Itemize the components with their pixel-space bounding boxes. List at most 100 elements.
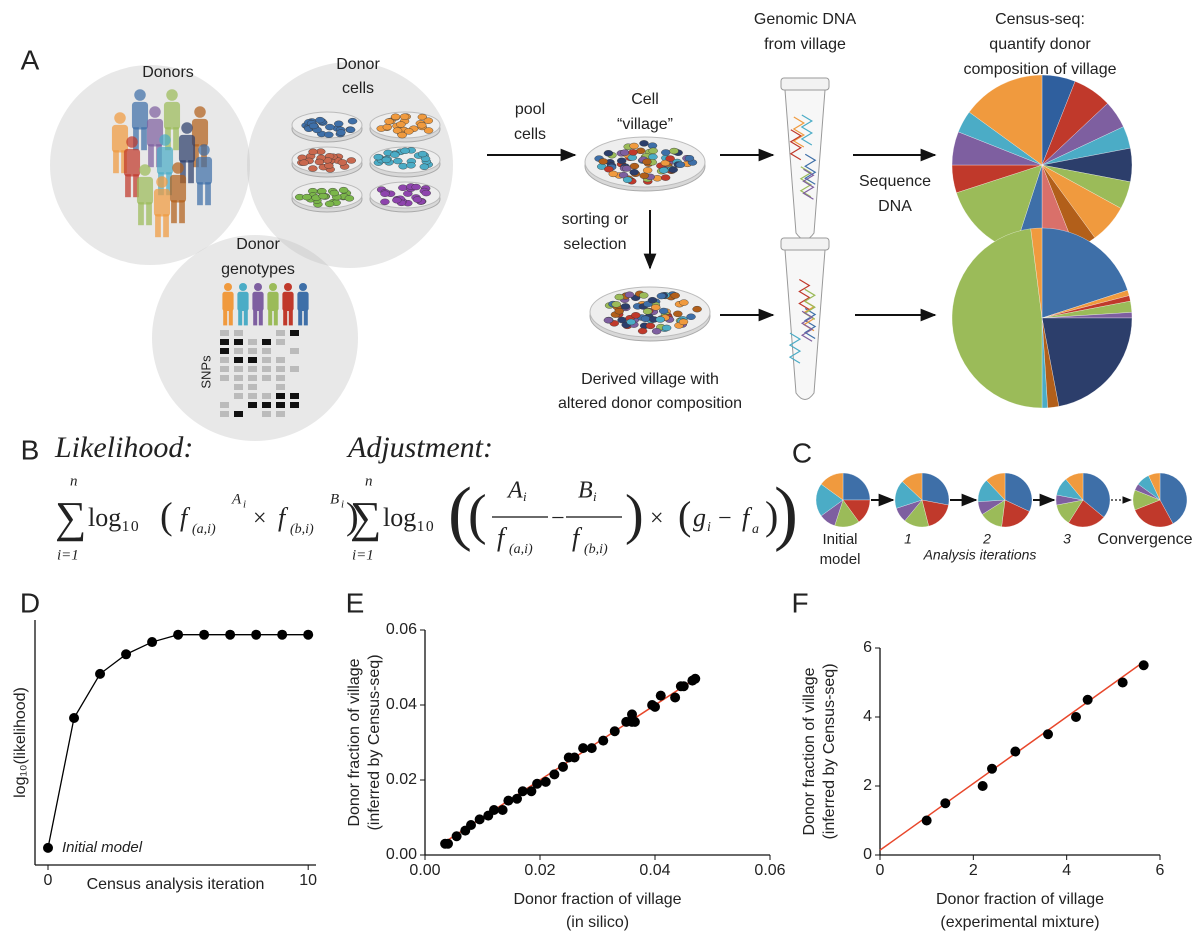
- point: [690, 674, 700, 684]
- cell-cluster: [648, 154, 657, 160]
- cell-cluster: [620, 150, 629, 156]
- donor-icon: [181, 122, 193, 134]
- panel-label: B: [21, 434, 40, 465]
- x-tick-label: 0.00: [409, 862, 440, 879]
- cell-cluster: [673, 311, 682, 317]
- formula-token: g: [693, 503, 706, 532]
- formula-token: i: [523, 489, 527, 504]
- cell-cluster: [339, 187, 348, 193]
- formula-token: B: [578, 478, 593, 504]
- snp-cell: [276, 384, 285, 390]
- cell-cluster: [638, 328, 647, 334]
- donor-icon: [194, 106, 206, 118]
- y-axis-label: log₁₀(likelihood): [12, 687, 29, 798]
- genotype-icon: [222, 292, 233, 311]
- cell-cluster: [338, 159, 347, 165]
- cell-cluster: [643, 308, 652, 314]
- formula-token: log₁₀: [88, 503, 139, 532]
- x-tick-label: 6: [1156, 862, 1165, 879]
- body: ADonorsDonorcellsDonorgenotypesSNPspoolc…: [0, 0, 1196, 935]
- pie-slice: [922, 473, 949, 505]
- cell-cluster: [666, 156, 675, 162]
- sequence-dna-label: DNA: [878, 198, 912, 215]
- donor-icon: [138, 202, 144, 225]
- cell-cluster: [669, 167, 678, 173]
- snp-cell: [248, 366, 257, 372]
- donor-icon: [159, 134, 171, 146]
- donor-icon: [157, 147, 173, 175]
- point: [503, 796, 513, 806]
- genotype-icon: [224, 283, 232, 291]
- cell-cluster: [316, 117, 325, 123]
- snp-cell: [262, 411, 271, 417]
- cell-cluster: [422, 190, 431, 196]
- formula-token: ∑: [55, 493, 86, 542]
- point: [121, 649, 131, 659]
- panel-label: D: [20, 587, 40, 618]
- cell-cluster: [693, 306, 702, 312]
- snp-cell: [220, 366, 229, 372]
- snp-cell: [276, 375, 285, 381]
- cell-cluster: [679, 300, 688, 306]
- snp-cell: [276, 393, 285, 399]
- cell-cluster: [392, 197, 401, 203]
- formula-title: Adjustment:: [346, 431, 493, 464]
- cell-cluster: [391, 114, 400, 120]
- donor-icon: [141, 127, 147, 150]
- donor-icon: [149, 106, 161, 118]
- donor-icon: [188, 160, 194, 183]
- cell-cluster: [625, 292, 634, 298]
- genotype-icon: [289, 309, 293, 325]
- donor-icon: [155, 214, 161, 237]
- cell-cluster: [325, 201, 334, 207]
- donors-label: Donors: [142, 64, 194, 81]
- donor-icon: [132, 102, 148, 130]
- cell-cluster: [319, 193, 328, 199]
- cell-cluster: [417, 122, 426, 128]
- x-tick-label: 0.06: [754, 862, 785, 879]
- tube-cap: [781, 78, 829, 90]
- formula-token: i: [243, 499, 246, 511]
- y-axis-label: (inferred by Census-seq): [366, 654, 383, 830]
- snp-cell: [262, 393, 271, 399]
- cell-cluster: [631, 312, 640, 318]
- pool-cells-label: pool: [515, 101, 545, 118]
- initial-model-label: Initial: [822, 531, 857, 548]
- cell-cluster: [612, 301, 621, 307]
- cell-cluster: [615, 294, 624, 300]
- point: [598, 736, 608, 746]
- donor-icon: [196, 157, 212, 185]
- snp-cell: [234, 411, 243, 417]
- cell-cluster: [604, 317, 613, 323]
- point: [532, 779, 542, 789]
- genotype-icon: [284, 283, 292, 291]
- figure: ADonorsDonorcellsDonorgenotypesSNPspoolc…: [0, 0, 1196, 935]
- sorting-label: selection: [563, 236, 626, 253]
- y-tick-label: 6: [863, 639, 872, 656]
- cell-cluster: [348, 118, 357, 124]
- point: [69, 713, 79, 723]
- donor-icon: [139, 164, 151, 176]
- donor-icon: [164, 102, 180, 130]
- cell-cluster: [671, 293, 680, 299]
- snps-label: SNPs: [198, 355, 213, 389]
- y-tick-label: 0.06: [386, 621, 417, 638]
- cell-cluster: [604, 150, 613, 156]
- donor-icon: [113, 150, 119, 173]
- formula-token: (: [678, 493, 691, 538]
- donor-icon: [166, 89, 178, 101]
- sequence-dna-label: Sequence: [859, 173, 931, 190]
- cell-cluster: [661, 149, 670, 155]
- formula-token: (: [468, 484, 487, 546]
- point: [1083, 695, 1093, 705]
- cell-cluster: [630, 143, 639, 149]
- point: [922, 816, 932, 826]
- cell-cluster: [400, 114, 409, 120]
- formula-token: log₁₀: [383, 503, 434, 532]
- x-axis-label: (in silico): [566, 914, 629, 931]
- snp-cell: [234, 393, 243, 399]
- cell-cluster: [687, 314, 696, 320]
- census-seq-label: quantify donor: [989, 36, 1091, 53]
- genotype-icon: [297, 292, 308, 311]
- point: [1118, 678, 1128, 688]
